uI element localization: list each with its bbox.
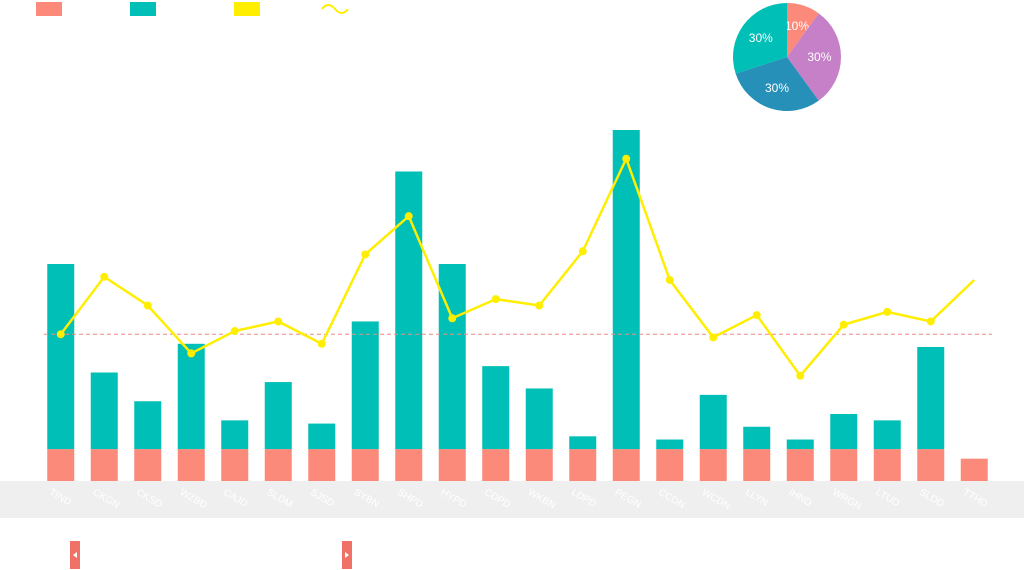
line-point-ldpd[interactable] bbox=[578, 247, 587, 256]
bar-main-wkbn[interactable] bbox=[525, 388, 553, 450]
pie-slice[interactable] bbox=[733, 3, 787, 74]
bar-main-ltud[interactable] bbox=[873, 420, 901, 450]
line-point-cajd[interactable] bbox=[230, 327, 239, 336]
line-point-tind[interactable] bbox=[56, 330, 65, 339]
bar-base-tthd[interactable] bbox=[960, 458, 988, 481]
bar-main-ccdn[interactable] bbox=[656, 439, 684, 450]
bar-base-ckgn[interactable] bbox=[90, 449, 118, 481]
legend-item[interactable] bbox=[321, 4, 349, 14]
bar-main-ihnd[interactable] bbox=[786, 439, 814, 450]
pie-slice[interactable] bbox=[735, 57, 819, 111]
bar-base-ldpd[interactable] bbox=[569, 449, 597, 481]
pie-slice-label: 30% bbox=[807, 50, 831, 64]
line-point-llyn[interactable] bbox=[752, 311, 761, 320]
pie-slice-label: 30% bbox=[749, 31, 773, 45]
bar-base-ihnd[interactable] bbox=[786, 449, 814, 481]
line-point-ckgn[interactable] bbox=[100, 272, 109, 281]
x-axis-band bbox=[0, 481, 1024, 518]
legend-swatch-icon bbox=[130, 2, 156, 16]
bar-base-wzbd[interactable] bbox=[177, 449, 205, 481]
legend-swatch-icon bbox=[36, 2, 62, 16]
zoom-end-handle[interactable] bbox=[342, 541, 352, 569]
bar-series bbox=[47, 130, 988, 481]
bar-main-sybn[interactable] bbox=[351, 321, 379, 450]
bar-base-wcdn[interactable] bbox=[699, 449, 727, 481]
bar-main-sldd[interactable] bbox=[917, 346, 945, 450]
bar-main-wcdn[interactable] bbox=[699, 394, 727, 450]
line-point-ihnd[interactable] bbox=[796, 371, 805, 380]
zoom-start-handle[interactable] bbox=[70, 541, 80, 569]
line-point-wcdn[interactable] bbox=[709, 333, 718, 342]
bar-base-cdpd[interactable] bbox=[482, 449, 510, 481]
legend-item[interactable] bbox=[36, 2, 62, 16]
pie-slice[interactable] bbox=[787, 13, 841, 101]
bar-main-cksd[interactable] bbox=[134, 401, 162, 450]
bar-base-sldd[interactable] bbox=[917, 449, 945, 481]
bar-base-sjsd[interactable] bbox=[308, 449, 336, 481]
pie-slice-label: 30% bbox=[765, 81, 789, 95]
bar-main-ckgn[interactable] bbox=[90, 372, 118, 450]
left-arrow-icon bbox=[73, 552, 77, 558]
bar-main-cdpd[interactable] bbox=[482, 366, 510, 450]
bar-main-ldpd[interactable] bbox=[569, 436, 597, 450]
bar-base-ccdn[interactable] bbox=[656, 449, 684, 481]
bar-base-wrgn[interactable] bbox=[830, 449, 858, 481]
bar-main-sldm[interactable] bbox=[264, 382, 292, 450]
legend-swatch-icon bbox=[234, 2, 260, 16]
bar-base-sldm[interactable] bbox=[264, 449, 292, 481]
line-point-wrgn[interactable] bbox=[839, 320, 848, 329]
line-point-ccdn[interactable] bbox=[665, 275, 674, 284]
bar-main-wzbd[interactable] bbox=[177, 343, 205, 450]
bar-main-wrgn[interactable] bbox=[830, 413, 858, 450]
bar-base-sybn[interactable] bbox=[351, 449, 379, 481]
line-point-hypd[interactable] bbox=[448, 314, 457, 323]
line-series bbox=[56, 154, 976, 380]
line-point-cksd[interactable] bbox=[143, 301, 152, 310]
legend-item[interactable] bbox=[130, 2, 156, 16]
bar-base-llyn[interactable] bbox=[743, 449, 771, 481]
bar-main-cajd[interactable] bbox=[221, 420, 249, 450]
bar-base-ltud[interactable] bbox=[873, 449, 901, 481]
line-point-cdpd[interactable] bbox=[491, 295, 500, 304]
right-arrow-icon bbox=[345, 552, 349, 558]
line-point-ltud[interactable] bbox=[883, 307, 892, 316]
legend bbox=[36, 2, 349, 16]
bar-main-hypd[interactable] bbox=[438, 264, 466, 450]
line-point-pegn[interactable] bbox=[622, 154, 631, 163]
zoom-slider[interactable] bbox=[70, 541, 352, 569]
line-point-wkbn[interactable] bbox=[535, 301, 544, 310]
line-point-wzbd[interactable] bbox=[187, 349, 196, 358]
bar-main-sjsd[interactable] bbox=[308, 423, 336, 450]
line-point-sldd[interactable] bbox=[926, 317, 935, 326]
bar-main-llyn[interactable] bbox=[743, 426, 771, 450]
bar-base-hypd[interactable] bbox=[438, 449, 466, 481]
pie-slice-label: 10% bbox=[785, 19, 809, 33]
bar-base-cajd[interactable] bbox=[221, 449, 249, 481]
bar-base-cksd[interactable] bbox=[134, 449, 162, 481]
line-point-sldm[interactable] bbox=[274, 317, 283, 326]
legend-item[interactable] bbox=[234, 2, 260, 16]
bar-base-shpd[interactable] bbox=[395, 449, 423, 481]
bar-base-wkbn[interactable] bbox=[525, 449, 553, 481]
bar-base-tind[interactable] bbox=[47, 449, 75, 481]
bar-base-pegn[interactable] bbox=[612, 449, 640, 481]
line-point-sjsd[interactable] bbox=[317, 339, 326, 348]
pie-chart: 10% 30% 30% 30% bbox=[733, 3, 841, 111]
pie-slice[interactable] bbox=[787, 3, 819, 57]
line-point-shpd[interactable] bbox=[404, 212, 413, 221]
legend-line-icon bbox=[321, 4, 349, 14]
bar-main-tind[interactable] bbox=[47, 264, 75, 450]
line-point-sybn[interactable] bbox=[361, 250, 370, 259]
line-path bbox=[59, 155, 976, 378]
